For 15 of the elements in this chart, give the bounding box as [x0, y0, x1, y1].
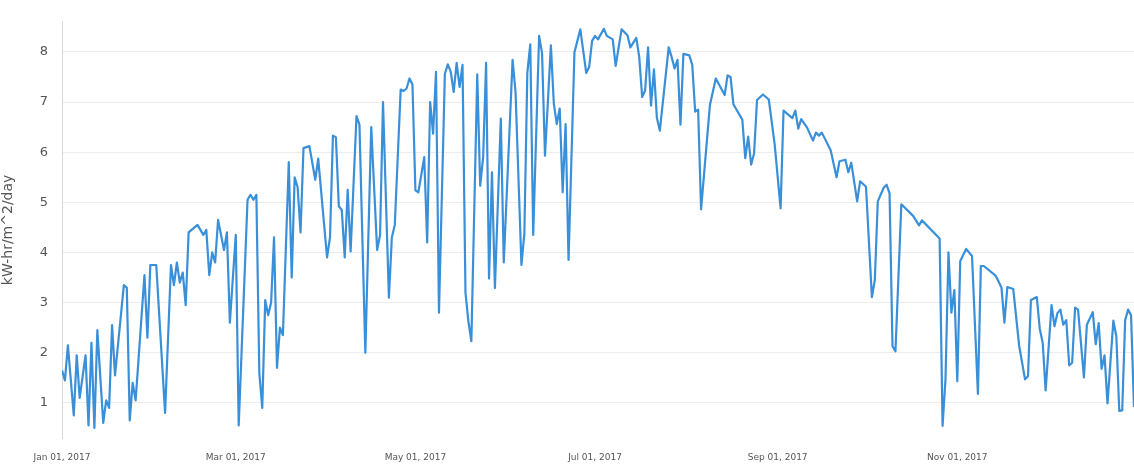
x-tick-label: Sep 01, 2017: [747, 451, 808, 462]
x-tick-label: Jul 01, 2017: [567, 451, 622, 462]
y-tick-label: 4: [39, 243, 48, 259]
y-tick-label: 6: [39, 143, 48, 159]
x-tick-label: Jan 01, 2017: [32, 451, 91, 462]
x-tick-label: Nov 01, 2017: [927, 451, 988, 462]
y-tick-label: 5: [39, 193, 48, 209]
y-tick-label: 2: [39, 344, 48, 360]
y-tick-label: 1: [39, 394, 48, 410]
y-tick-label: 3: [39, 293, 48, 309]
x-tick-label: Mar 01, 2017: [205, 451, 266, 462]
y-axis-title: kW-hr/m^2/day: [0, 174, 16, 286]
x-tick-label: May 01, 2017: [384, 451, 447, 462]
y-tick-label: 8: [39, 43, 48, 59]
y-tick-label: 7: [39, 93, 48, 109]
